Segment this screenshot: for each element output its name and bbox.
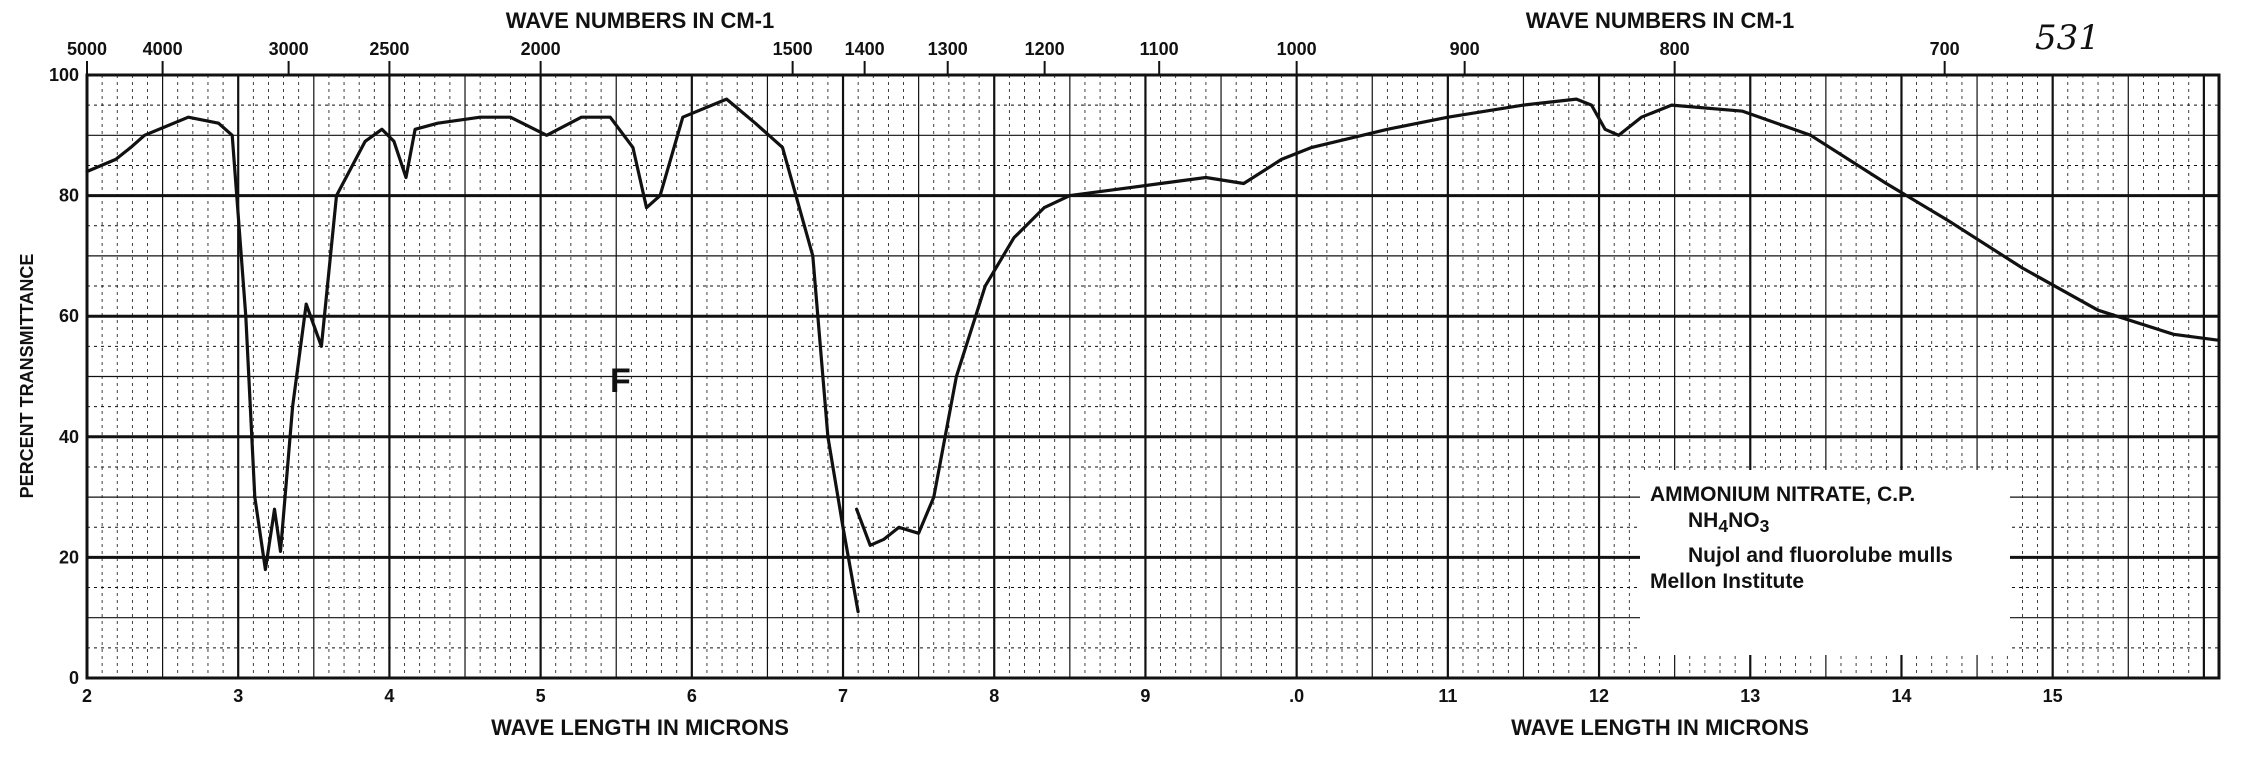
y-tick-label: 80 [59, 186, 79, 206]
top-tick-label: 2000 [521, 39, 561, 59]
legend-source: Mellon Institute [1650, 570, 1804, 594]
legend-box: AMMONIUM NITRATE, C.P. NH4NO3 Nujol and … [1640, 470, 2010, 655]
sheet-number: 531 [2035, 18, 2100, 58]
top-tick-label: 1300 [928, 39, 968, 59]
legend-formula: NH4NO3 [1688, 508, 2010, 539]
spectrum-line [855, 97, 2221, 547]
x-tick-label: 6 [687, 686, 697, 706]
y-tick-label: 20 [59, 547, 79, 567]
top-tick-label: 4000 [143, 39, 183, 59]
top-axis-title-right: WAVE NUMBERS IN CM-1 [1526, 8, 1795, 33]
x-tick-label: .0 [1289, 686, 1304, 706]
x-tick-label: 2 [82, 686, 92, 706]
formula-part: 3 [1759, 516, 1770, 537]
top-tick-label: 2500 [369, 39, 409, 59]
spectrum-line [85, 97, 860, 614]
formula-part: NO [1728, 509, 1760, 532]
x-axis-title-right: WAVE LENGTH IN MICRONS [1511, 715, 1809, 740]
formula-part: 4 [1718, 516, 1729, 537]
y-tick-label: 100 [49, 65, 79, 85]
x-tick-label: 8 [989, 686, 999, 706]
y-tick-label: 40 [59, 427, 79, 447]
top-tick-label: 900 [1450, 39, 1480, 59]
y-tick-label: 0 [69, 668, 79, 688]
top-tick-label: 1000 [1277, 39, 1317, 59]
x-tick-label: 12 [1589, 686, 1609, 706]
top-tick-label: 800 [1660, 39, 1690, 59]
x-tick-label: 4 [384, 686, 394, 706]
x-tick-label: 13 [1740, 686, 1760, 706]
top-tick-label: 1400 [845, 39, 885, 59]
top-tick-label: 1200 [1025, 39, 1065, 59]
plot-frame [85, 73, 2221, 680]
legend-title: AMMONIUM NITRATE, C.P. [1650, 483, 1916, 506]
x-tick-label: 15 [2043, 686, 2063, 706]
x-tick-label: 3 [233, 686, 243, 706]
x-tick-label: 7 [838, 686, 848, 706]
formula-part: NH [1688, 509, 1719, 532]
x-axis-title-left: WAVE LENGTH IN MICRONS [491, 715, 789, 740]
top-tick-label: 3000 [269, 39, 309, 59]
spectrum-curves [85, 97, 2221, 614]
top-tick-label: 5000 [67, 39, 107, 59]
y-tick-label: 60 [59, 306, 79, 326]
panel-letter: F [610, 362, 631, 400]
x-tick-label: 5 [536, 686, 546, 706]
y-axis-title: PERCENT TRANSMITTANCE [17, 254, 37, 499]
tick-labels: 2 3 4 5 6 7 8 9 .0 11 12 13 14 15 0 20 40 60 80 100 5000 4000… [49, 39, 2063, 706]
top-tick-label: 700 [1930, 39, 1960, 59]
top-tick-label: 1500 [773, 39, 813, 59]
x-tick-label: 11 [1438, 686, 1457, 706]
x-tick-label: 9 [1140, 686, 1150, 706]
legend-sample: Nujol and fluorolube mulls [1688, 544, 1953, 568]
top-tick-label: 1100 [1140, 39, 1179, 59]
top-axis-title-left: WAVE NUMBERS IN CM-1 [506, 8, 775, 33]
x-tick-label: 14 [1891, 686, 1911, 706]
